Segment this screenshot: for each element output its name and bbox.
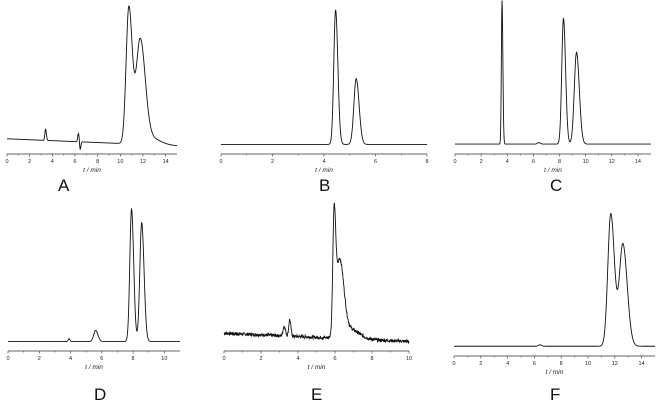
x-tick-label-c-14: 14 — [635, 159, 641, 165]
x-tick-label-e-8: 8 — [370, 356, 373, 362]
x-tick-label-b-8: 8 — [425, 159, 428, 165]
x-axis-title-f: t / min — [546, 369, 564, 376]
x-axis-title-c: t / min — [544, 167, 562, 174]
x-tick-label-d-6: 6 — [100, 356, 103, 362]
x-tick-label-f-10: 10 — [585, 361, 591, 367]
chromatogram-f-plot: 0 2 4 6 8 10 12 14 t / min — [452, 212, 655, 376]
chromatogram-panel-a: 0 2 4 6 8 10 12 14 t / min — [0, 0, 190, 175]
panel-letter-e: E — [311, 385, 323, 404]
panel-letter-a: A — [58, 176, 70, 195]
chromatogram-trace-e — [223, 202, 410, 345]
x-tick-label-d-10: 10 — [161, 356, 167, 362]
chromatogram-trace-d — [8, 207, 180, 342]
chromatogram-a-plot: 0 2 4 6 8 10 12 14 t / min — [5, 5, 178, 174]
x-tick-label-a-14: 14 — [163, 159, 169, 165]
x-axis-title-d: t / min — [85, 364, 103, 371]
x-tick-label-e-6: 6 — [333, 356, 336, 362]
panel-letter-f: F — [550, 385, 561, 404]
x-tick-label-e-0: 0 — [222, 356, 225, 362]
x-tick-label-e-10: 10 — [406, 356, 412, 362]
x-tick-label-f-6: 6 — [533, 361, 536, 367]
x-tick-label-e-4: 4 — [296, 356, 299, 362]
x-tick-label-c-8: 8 — [558, 159, 561, 165]
chromatogram-trace-a — [6, 5, 178, 150]
x-tick-label-c-6: 6 — [532, 159, 535, 165]
x-tick-label-f-14: 14 — [639, 361, 645, 367]
x-tick-label-a-0: 0 — [5, 159, 8, 165]
x-axis-title-e: t / min — [308, 364, 326, 371]
chromatogram-trace-c — [455, 0, 651, 145]
chromatogram-e-plot: 0 2 4 6 8 10 t / min — [222, 202, 412, 371]
x-tick-label-a-10: 10 — [117, 159, 123, 165]
chromatogram-trace-b — [221, 9, 427, 145]
x-tick-label-c-10: 10 — [583, 159, 589, 165]
x-tick-label-a-4: 4 — [51, 159, 54, 165]
chromatogram-panel-c: 0 2 4 6 8 10 12 14 t / min — [445, 0, 665, 175]
chromatogram-b-plot: 0 2 4 6 8 t / min — [219, 9, 429, 174]
chromatogram-panel-b: 0 2 4 6 8 t / min — [215, 0, 440, 175]
chromatogram-panel-d: 0 2 4 6 8 10 t / min — [0, 205, 190, 380]
x-tick-label-d-8: 8 — [132, 356, 135, 362]
x-tick-label-b-0: 0 — [219, 159, 222, 165]
x-tick-label-c-0: 0 — [453, 159, 456, 165]
x-tick-label-a-2: 2 — [28, 159, 31, 165]
x-tick-label-f-2: 2 — [479, 361, 482, 367]
x-tick-label-f-0: 0 — [452, 361, 455, 367]
x-tick-label-f-8: 8 — [560, 361, 563, 367]
x-tick-label-b-4: 4 — [322, 159, 325, 165]
x-tick-label-a-6: 6 — [73, 159, 76, 165]
x-tick-label-b-2: 2 — [271, 159, 274, 165]
x-tick-label-b-6: 6 — [374, 159, 377, 165]
x-tick-label-d-2: 2 — [38, 356, 41, 362]
x-tick-label-c-4: 4 — [506, 159, 509, 165]
x-tick-label-d-0: 0 — [6, 356, 9, 362]
chromatogram-panel-f: 0 2 4 6 8 10 12 14 t / min — [445, 205, 665, 380]
chromatogram-trace-f — [454, 212, 655, 347]
x-tick-label-f-4: 4 — [506, 361, 509, 367]
x-tick-label-f-12: 12 — [612, 361, 618, 367]
panel-letter-d: D — [94, 385, 107, 404]
x-tick-label-a-12: 12 — [140, 159, 146, 165]
x-tick-label-d-4: 4 — [69, 356, 72, 362]
x-tick-label-a-8: 8 — [96, 159, 99, 165]
chromatogram-panel-e: 0 2 4 6 8 10 t / min — [215, 202, 440, 380]
panel-letter-c: C — [550, 176, 563, 195]
x-tick-label-e-2: 2 — [259, 356, 262, 362]
x-tick-label-c-12: 12 — [609, 159, 615, 165]
chromatogram-c-plot: 0 2 4 6 8 10 12 14 t / min — [453, 0, 651, 174]
x-tick-label-c-2: 2 — [480, 159, 483, 165]
chromatogram-d-plot: 0 2 4 6 8 10 t / min — [6, 207, 180, 371]
panel-letter-b: B — [319, 176, 331, 195]
x-axis-title-b: t / min — [315, 167, 333, 174]
x-axis-title-a: t / min — [83, 167, 101, 174]
